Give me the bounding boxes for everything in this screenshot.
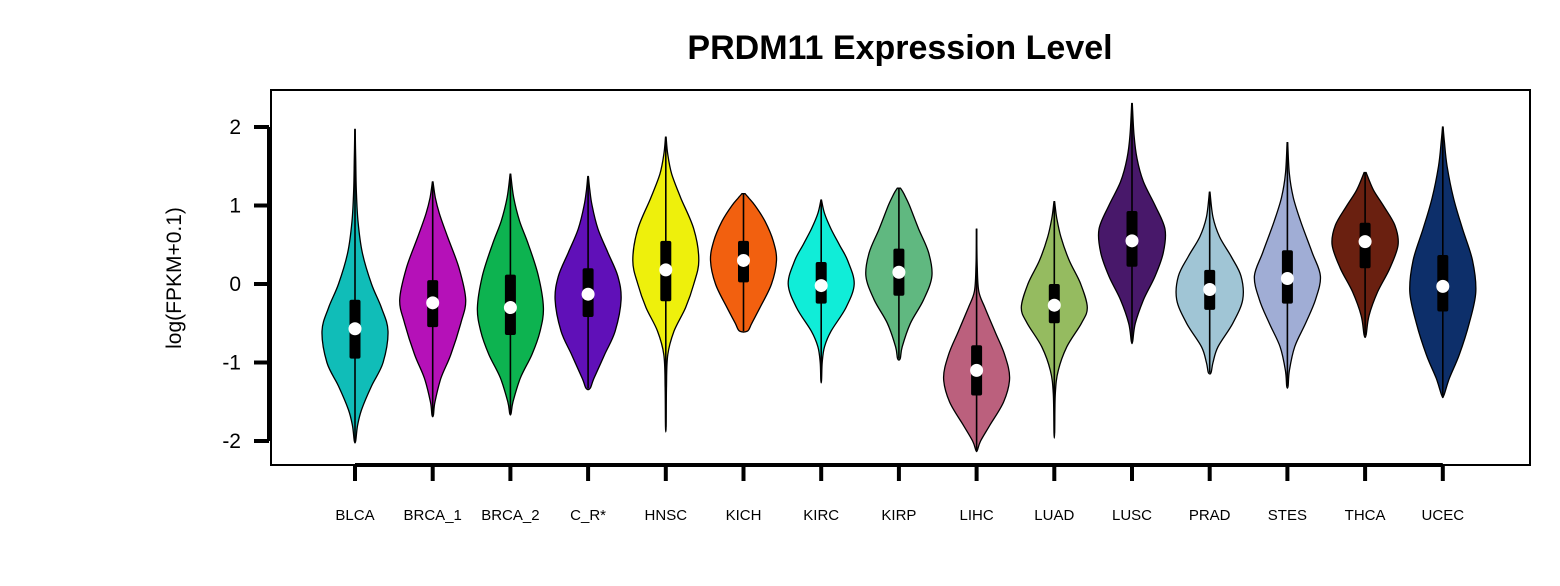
violin-median	[1203, 282, 1217, 296]
y-tick-label: 0	[229, 273, 241, 296]
violin-median	[814, 279, 828, 293]
x-tick-label: KICH	[726, 507, 762, 524]
x-tick-label: UCEC	[1422, 507, 1465, 524]
x-tick-label: BRCA_2	[481, 507, 539, 524]
y-tick-label: 1	[229, 195, 241, 218]
y-axis-label: log(FPKM+0.1)	[163, 207, 186, 349]
violin-median	[503, 301, 517, 315]
x-tick-label: BLCA	[335, 507, 374, 524]
violin-median	[581, 287, 595, 301]
chart-title: PRDM11 Expression Level	[687, 29, 1112, 67]
violin-median	[737, 253, 750, 267]
violin-median	[659, 263, 673, 277]
violin-kirp	[865, 187, 933, 361]
violin-median	[426, 296, 440, 310]
x-tick-label: KIRC	[803, 507, 839, 524]
y-tick-label: -1	[222, 352, 241, 375]
violin-median	[1125, 234, 1139, 248]
violin-median	[348, 322, 362, 336]
x-tick-label: STES	[1268, 507, 1307, 524]
violins	[321, 102, 1477, 453]
violin-median	[892, 265, 906, 279]
x-tick-label: LUSC	[1112, 507, 1152, 524]
violin-median	[1280, 272, 1294, 286]
y-tick-label: -2	[222, 430, 241, 453]
x-tick-label: BRCA_1	[404, 507, 462, 524]
x-tick-label: THCA	[1345, 507, 1386, 524]
violin-thca	[1331, 171, 1399, 339]
violin-kirc	[787, 199, 855, 384]
violin-ucec	[1409, 126, 1477, 399]
violin-hnsc	[632, 136, 700, 433]
violin-median	[1358, 235, 1372, 249]
violin-blca	[321, 128, 389, 444]
x-tick-label: C_R*	[570, 507, 606, 524]
x-axis: BLCA BRCA_1 BRCA_2 C_R* HNSC KICH KIRC KIRP LIHC…	[335, 463, 1465, 524]
x-tick-label: KIRP	[881, 507, 916, 524]
violin-brca_2	[476, 173, 545, 416]
violin-c_r*	[554, 175, 622, 391]
x-tick-label: LUAD	[1034, 507, 1074, 524]
violin-median	[970, 363, 984, 377]
violin-prad	[1175, 191, 1244, 375]
violin-stes	[1253, 142, 1322, 389]
x-tick-label: PRAD	[1189, 507, 1231, 524]
violin-median	[1047, 298, 1061, 312]
y-axis: -2 -1 0 1 2	[222, 116, 271, 453]
violin-kich	[709, 193, 778, 333]
violin-median	[1436, 279, 1450, 293]
violin-luad	[1020, 200, 1088, 439]
violin-brca_1	[399, 181, 467, 418]
x-tick-label: LIHC	[960, 507, 994, 524]
violin-lusc	[1097, 102, 1167, 345]
violin-lihc	[942, 228, 1011, 453]
y-tick-label: 2	[229, 116, 241, 139]
x-tick-label: HNSC	[645, 507, 688, 524]
